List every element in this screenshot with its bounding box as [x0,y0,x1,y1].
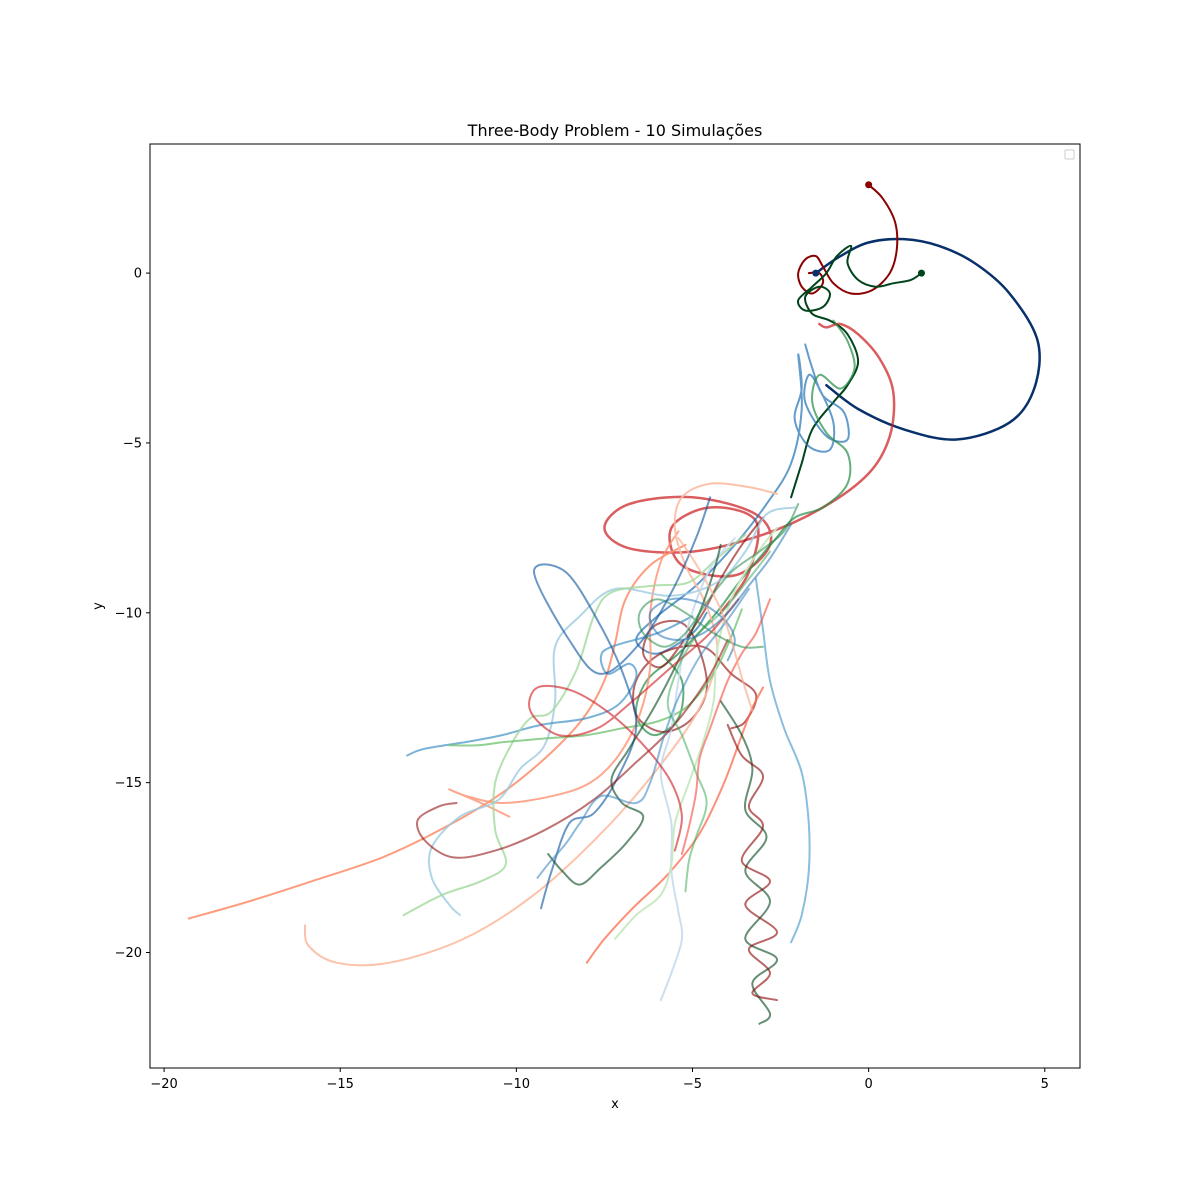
legend-box [1064,149,1075,160]
trajectory-line-24 [528,598,740,852]
trajectory-line-13 [754,577,811,944]
x-axis-ticks: −20 −15 −10 −5 0 5 [150,1068,1049,1092]
y-tick-label: −20 [115,946,142,961]
trajectory-line-26 [666,550,771,893]
trajectory-line-22 [726,723,778,1002]
x-tick-label: −10 [503,1077,530,1092]
trajectory-line-21 [719,700,778,1025]
y-tick-label: −10 [115,606,142,621]
x-axis-label: x [611,1097,619,1112]
trajectory-line-2 [797,183,899,295]
trajectory-line-28 [637,503,800,649]
y-tick-label: 0 [134,267,142,282]
y-axis-label: y [91,602,106,610]
trajectory-line-25 [536,588,750,879]
trajectory-line-23 [416,639,729,859]
start-point-body-1 [865,181,873,189]
trajectory-line-4 [603,322,896,615]
trajectory-line-11 [585,686,764,964]
x-tick-label: −5 [683,1077,702,1092]
x-tick-label: −15 [327,1077,354,1092]
x-tick-label: −20 [150,1077,177,1092]
trajectory-line-15 [402,533,747,917]
trajectory-line-6 [634,319,856,737]
y-axis-ticks: 0 −5 −10 −15 −20 [115,267,150,961]
x-tick-label: 0 [864,1077,872,1092]
start-point-body-2 [812,269,820,277]
y-tick-label: −15 [115,776,142,791]
start-point-layer [812,181,925,277]
trajectory-line-27 [680,598,771,855]
plot-frame [149,143,1081,1069]
chart-title: Three-Body Problem - 10 Simulações [467,121,763,140]
y-tick-label: −5 [123,436,142,451]
trajectory-layer [187,183,1041,1025]
trajectory-line-17 [659,537,736,1002]
trajectory-line-30 [677,537,754,713]
start-point-body-3 [917,269,925,277]
trajectory-line-12 [427,506,796,917]
trajectory-line-10 [303,482,778,967]
trajectory-line-1 [814,237,1041,441]
trajectory-line-18 [614,526,778,940]
trajectory-line-3 [790,244,923,499]
trajectory-line-19 [532,496,712,910]
trajectory-line-16 [448,608,743,747]
x-tick-label: 5 [1041,1077,1049,1092]
trajectory-line-8 [187,543,687,920]
